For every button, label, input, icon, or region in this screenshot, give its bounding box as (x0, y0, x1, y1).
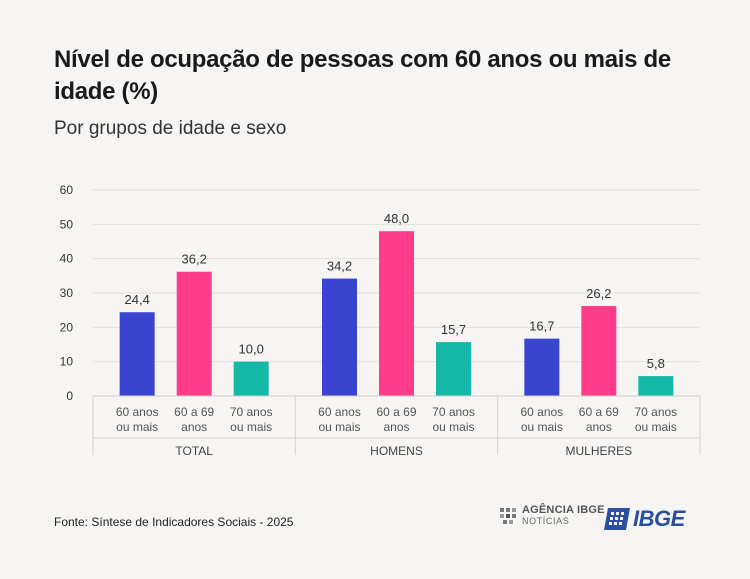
chart-subtitle: Por grupos de idade e sexo (54, 118, 287, 139)
x-tick-label: ou mais (318, 420, 360, 434)
bar (436, 342, 471, 396)
bar (379, 231, 414, 396)
group-label: HOMENS (370, 444, 423, 458)
x-tick-label: 60 anos (520, 405, 563, 419)
x-tick-label: 60 a 69 (579, 405, 619, 419)
data-label: 34,2 (327, 259, 352, 274)
data-label: 24,4 (125, 292, 150, 307)
x-tick-label: ou mais (116, 420, 158, 434)
ibge-logo: IBGE (604, 506, 685, 532)
y-tick-label: 10 (60, 355, 74, 369)
y-tick-label: 30 (60, 286, 74, 300)
bar (581, 306, 617, 396)
source-note: Fonte: Síntese de Indicadores Sociais - … (54, 515, 294, 529)
x-tick-label: anos (383, 420, 409, 434)
y-tick-label: 0 (66, 389, 73, 403)
x-tick-label: 70 anos (230, 405, 273, 419)
agencia-ibge-mark-icon (500, 508, 516, 524)
ibge-mark-icon (604, 508, 630, 530)
x-tick-label: 60 a 69 (174, 405, 214, 419)
x-tick-label: 70 anos (432, 405, 475, 419)
bar (638, 376, 674, 396)
bar (233, 361, 269, 396)
chart-title: Nível de ocupação de pessoas com 60 anos… (54, 46, 671, 105)
data-label: 26,2 (586, 286, 611, 301)
y-tick-label: 60 (60, 183, 74, 197)
group-label: MULHERES (565, 444, 632, 458)
x-tick-label: ou mais (521, 420, 563, 434)
agencia-logo-line2: NOTÍCIAS (522, 516, 570, 526)
x-tick-label: 60 a 69 (376, 405, 416, 419)
bar (176, 271, 212, 396)
data-label: 5,8 (647, 356, 665, 371)
ibge-logo-text: IBGE (633, 506, 685, 531)
y-tick-label: 50 (60, 217, 74, 231)
agencia-logo-line1: AGÊNCIA IBGE (522, 504, 605, 516)
bar (322, 278, 357, 396)
x-tick-label: anos (586, 420, 612, 434)
bar (524, 338, 560, 396)
x-tick-label: 60 anos (318, 405, 361, 419)
x-tick-label: ou mais (230, 420, 272, 434)
data-label: 10,0 (239, 342, 264, 357)
data-label: 15,7 (441, 322, 466, 337)
group-label: TOTAL (175, 444, 213, 458)
data-label: 48,0 (384, 211, 409, 226)
x-tick-label: 60 anos (116, 405, 159, 419)
data-label: 36,2 (182, 252, 207, 267)
x-tick-label: 70 anos (634, 405, 677, 419)
data-label: 16,7 (529, 319, 554, 334)
x-tick-label: ou mais (432, 420, 474, 434)
y-tick-label: 40 (60, 252, 74, 266)
x-tick-label: ou mais (635, 420, 677, 434)
agencia-ibge-logo: AGÊNCIA IBGE NOTÍCIAS (498, 505, 605, 527)
bar (119, 312, 155, 396)
y-tick-label: 20 (60, 320, 74, 334)
x-tick-label: anos (181, 420, 207, 434)
